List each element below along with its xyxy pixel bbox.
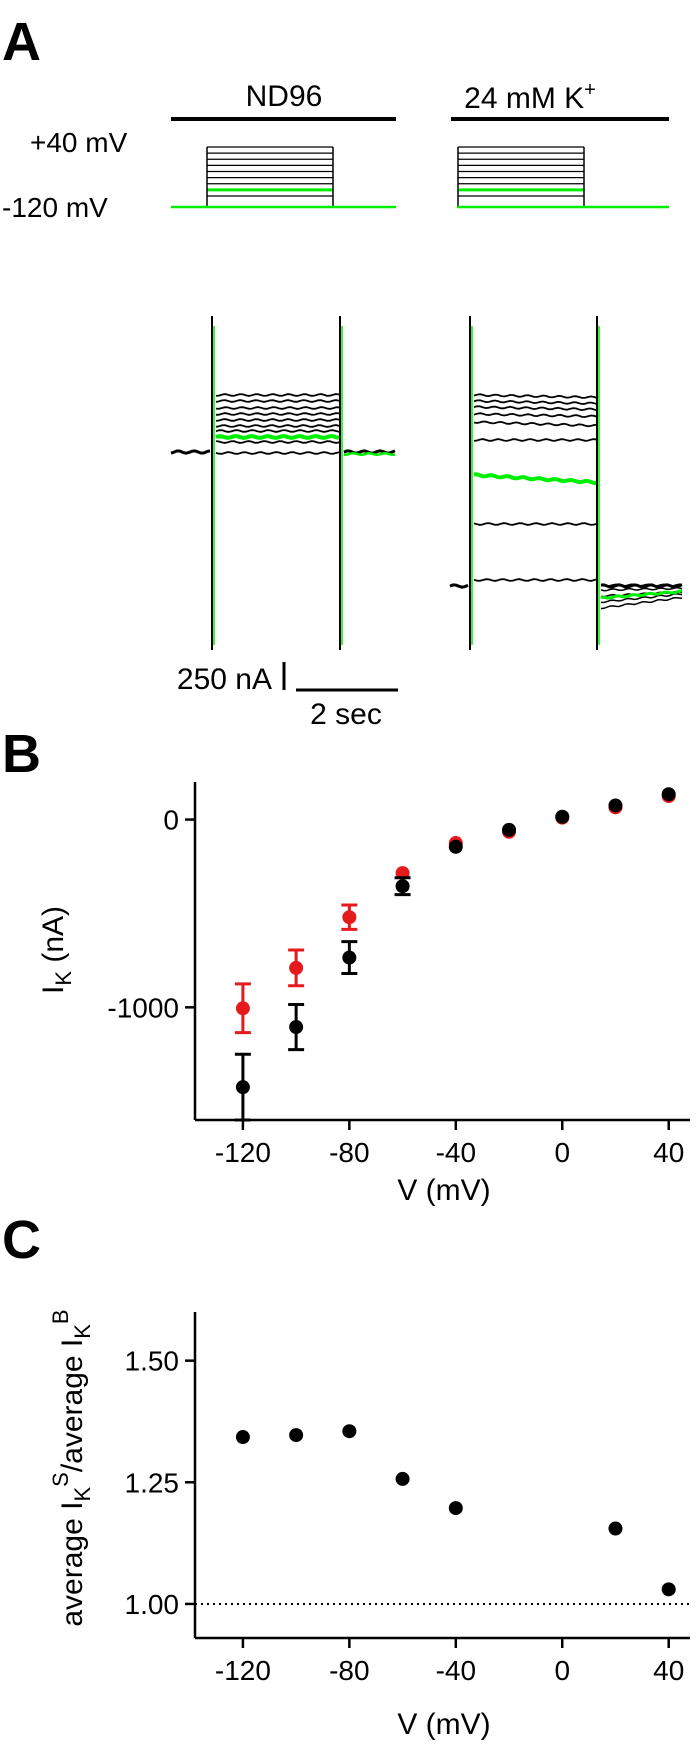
scale-bar: 250 nA 2 sec: [177, 662, 398, 731]
condition-label-nd96: ND96: [246, 80, 323, 113]
data-point: [395, 1471, 410, 1486]
trace-step: [473, 393, 598, 399]
trace-tail: [600, 589, 683, 600]
trace-step: [215, 434, 340, 440]
x-tick-label: 40: [653, 1655, 684, 1686]
trace-step: [215, 440, 340, 444]
trace-tail: [600, 583, 683, 587]
panel-c-letter: C: [2, 1210, 41, 1270]
x-tick-label: 40: [653, 1137, 684, 1168]
trace-step: [215, 412, 340, 416]
data-point: [448, 839, 463, 854]
data-point: [342, 950, 357, 965]
panel-c: C 1.00 1.25 1.50 -120 -80 -40 0 40 V (mV) aver…: [2, 1210, 690, 1741]
voltage-label-bottom: -120 mV: [2, 192, 108, 223]
trace-step: [215, 418, 340, 422]
trace-step: [215, 393, 340, 397]
data-point: [661, 787, 676, 802]
data-point: [342, 910, 357, 925]
x-tick-label: -120: [215, 1137, 271, 1168]
x-tick-label: 0: [554, 1655, 570, 1686]
y-tick-label: -1000: [107, 992, 179, 1023]
panel-b-y-axis-label: IK (nA): [37, 906, 76, 994]
data-point: [235, 1080, 250, 1095]
data-point: [395, 879, 410, 894]
x-tick-label: -120: [215, 1655, 271, 1686]
condition-label-highk: 24 mM K+: [464, 79, 596, 115]
trace-step: [473, 522, 598, 526]
panel-a: A ND96 24 mM K+ +40 mV -120 mV 250 nA 2 …: [2, 12, 683, 731]
panel-b: B 0 -1000 -120 -80 -40 0 40 V (mV) IK (nA): [2, 724, 690, 1207]
trace-step: [215, 406, 339, 410]
panel-b-x-axis-label: V (mV): [397, 1174, 490, 1207]
data-point: [235, 1430, 250, 1445]
trace-step: [473, 412, 598, 418]
panel-a-letter: A: [2, 12, 41, 72]
current-traces-highk: [449, 316, 683, 650]
trace-step: [473, 399, 598, 406]
trace-tail: [343, 451, 396, 457]
data-point: [608, 1521, 623, 1536]
data-point: [289, 960, 304, 975]
trace-step: [215, 424, 340, 428]
current-traces-nd96: [170, 316, 396, 650]
y-tick-label: 1.50: [125, 1346, 180, 1377]
panel-c-x-axis-label: V (mV): [397, 1708, 490, 1741]
y-tick-label: 1.25: [125, 1467, 180, 1498]
trace-tail: [600, 596, 683, 610]
x-tick-label: -40: [436, 1137, 476, 1168]
trace-step: [215, 399, 340, 403]
x-tick-label: 0: [554, 1137, 570, 1168]
voltage-protocol-highk: [457, 146, 669, 209]
y-tick-label: 0: [163, 805, 179, 836]
trace-tail: [600, 592, 683, 604]
data-point: [289, 1020, 304, 1035]
trace-step: [473, 438, 598, 442]
data-point: [502, 822, 517, 837]
trace-step: [215, 429, 340, 433]
trace-baseline: [170, 449, 211, 455]
data-point: [342, 1424, 357, 1439]
x-tick-label: -80: [329, 1655, 369, 1686]
panel-b-letter: B: [2, 724, 41, 784]
panel-c-y-axis-label: average IKS/average IKB: [48, 1309, 95, 1626]
data-point: [448, 1501, 463, 1516]
trace-step: [215, 451, 340, 455]
trace-step: [473, 472, 597, 485]
data-point: [235, 1001, 250, 1016]
trace-step: [473, 405, 598, 412]
voltage-label-top: +40 mV: [30, 127, 128, 158]
trace-step: [473, 578, 598, 582]
y-tick-label: 1.00: [125, 1589, 180, 1620]
data-point: [289, 1428, 304, 1443]
voltage-protocol-nd96: [171, 146, 396, 209]
x-tick-label: -40: [436, 1655, 476, 1686]
trace-step: [473, 420, 598, 428]
scale-label-current: 250 nA: [177, 663, 272, 696]
data-point: [661, 1582, 676, 1597]
data-point: [555, 809, 570, 824]
trace-baseline: [449, 583, 469, 589]
x-tick-label: -80: [329, 1137, 369, 1168]
scale-label-time: 2 sec: [310, 698, 382, 731]
data-point: [608, 798, 623, 813]
trace-tail: [600, 586, 683, 592]
